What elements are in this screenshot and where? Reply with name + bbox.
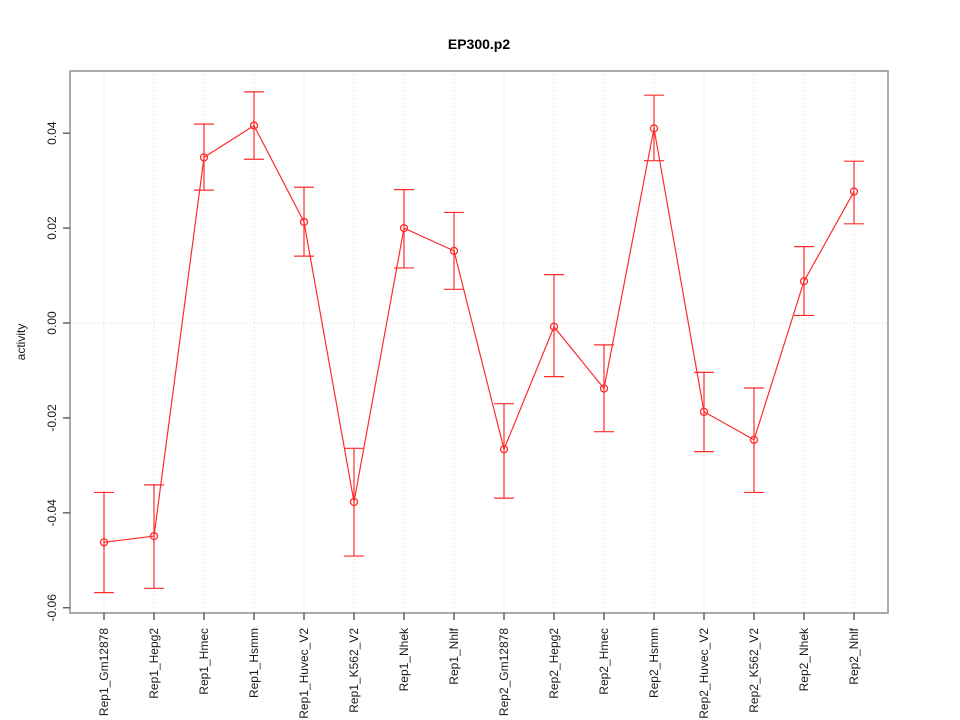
data-point — [299, 217, 309, 227]
data-point — [549, 322, 559, 331]
x-tick-label: Rep2_Nhlf — [847, 627, 861, 684]
data-point — [499, 445, 509, 454]
x-tick-label: Rep2_K562_V2 — [747, 628, 761, 713]
data-point — [99, 538, 109, 547]
x-tick-label: Rep1_Gm12878 — [97, 628, 111, 716]
data-point — [449, 246, 459, 256]
y-axis-label: activity — [14, 324, 28, 361]
y-tick-label: -0.04 — [45, 499, 59, 527]
x-tick-label: Rep1_Hsmm — [247, 628, 261, 698]
y-tick-label: 0.04 — [45, 121, 59, 145]
x-tick-label: Rep2_Hmec — [597, 628, 611, 695]
data-point — [149, 531, 159, 541]
x-tick-label: Rep1_Nhek — [397, 627, 411, 691]
y-tick-label: 0.00 — [45, 311, 59, 335]
x-tick-label: Rep2_Hepg2 — [547, 628, 561, 699]
x-tick-label: Rep1_Hmec — [197, 628, 211, 695]
plot-box — [69, 70, 889, 614]
series-line — [103, 124, 855, 543]
data-point — [349, 497, 359, 507]
data-point — [849, 187, 859, 196]
x-tick-label: Rep1_Nhlf — [447, 627, 461, 684]
data-point — [749, 435, 759, 444]
data-point — [799, 277, 809, 286]
x-tick-label: Rep1_Hepg2 — [147, 628, 161, 699]
x-tick-label: Rep2_Hsmm — [647, 628, 661, 698]
data-point — [249, 121, 259, 130]
y-tick-label: 0.02 — [45, 216, 59, 240]
x-tick-label: Rep2_Gm12878 — [497, 628, 511, 716]
x-tick-label: Rep2_Nhek — [797, 627, 811, 691]
chart-title: EP300.p2 — [448, 36, 510, 52]
y-tick-label: -0.02 — [45, 404, 59, 432]
data-point — [399, 223, 409, 233]
data-point — [599, 384, 609, 393]
data-point — [199, 153, 209, 162]
x-tick-label: Rep1_Huvec_V2 — [297, 628, 311, 719]
data-point — [649, 124, 659, 133]
y-tick-label: -0.06 — [45, 594, 59, 622]
chart-generated: -0.06 -0.04 -0.02 0.00 0.02 0.04 Rep1_Gm12878 R… — [45, 70, 889, 719]
x-tick-label: Rep2_Huvec_V2 — [697, 628, 711, 719]
x-tick-label: Rep1_K562_V2 — [347, 628, 361, 713]
data-point — [699, 407, 709, 416]
